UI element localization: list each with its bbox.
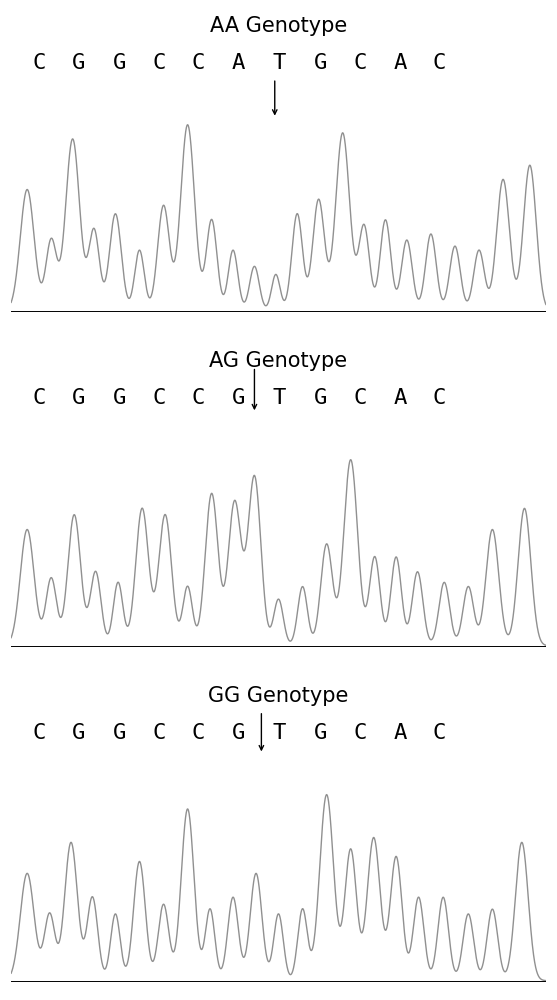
Text: G: G <box>72 723 86 743</box>
Text: G: G <box>113 53 126 73</box>
Text: C: C <box>192 388 205 408</box>
Text: G: G <box>232 388 245 408</box>
Text: C: C <box>153 723 166 743</box>
Text: A: A <box>232 53 245 73</box>
Text: C: C <box>192 723 205 743</box>
Text: T: T <box>273 388 286 408</box>
Text: C: C <box>432 388 446 408</box>
Text: C: C <box>353 388 367 408</box>
Text: T: T <box>273 723 286 743</box>
Text: C: C <box>32 388 46 408</box>
Text: G: G <box>113 723 126 743</box>
Text: C: C <box>153 388 166 408</box>
Text: A: A <box>393 388 407 408</box>
Text: AG Genotype: AG Genotype <box>209 351 348 371</box>
Text: C: C <box>432 53 446 73</box>
Text: G: G <box>72 53 86 73</box>
Text: G: G <box>72 388 86 408</box>
Text: C: C <box>32 53 46 73</box>
Text: AA Genotype: AA Genotype <box>210 16 347 36</box>
Text: G: G <box>314 388 327 408</box>
Text: G: G <box>113 388 126 408</box>
Text: C: C <box>353 53 367 73</box>
Text: C: C <box>353 723 367 743</box>
Text: C: C <box>153 53 166 73</box>
Text: A: A <box>393 723 407 743</box>
Text: C: C <box>432 723 446 743</box>
Text: G: G <box>232 723 245 743</box>
Text: T: T <box>273 53 286 73</box>
Text: C: C <box>32 723 46 743</box>
Text: G: G <box>314 723 327 743</box>
Text: C: C <box>192 53 205 73</box>
Text: GG Genotype: GG Genotype <box>208 686 349 706</box>
Text: A: A <box>393 53 407 73</box>
Text: G: G <box>314 53 327 73</box>
